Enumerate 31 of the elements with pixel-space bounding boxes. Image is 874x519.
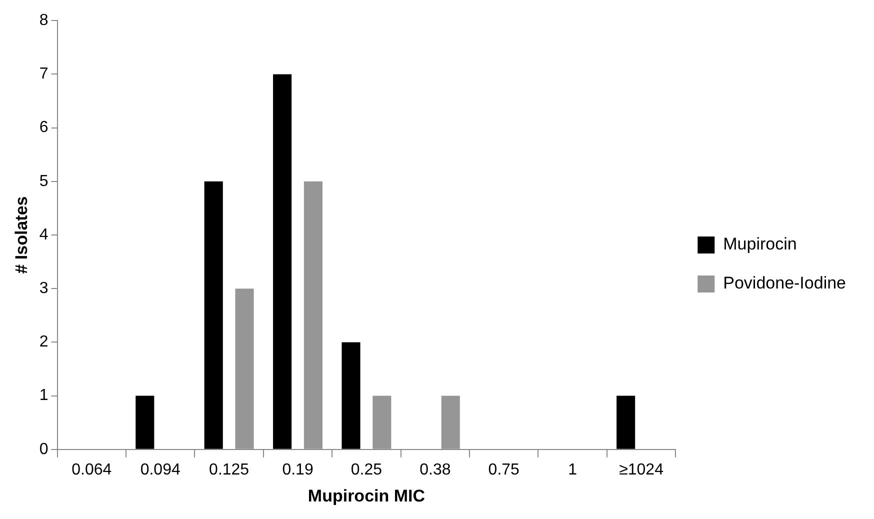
x-tick-label: 0.094: [140, 461, 180, 478]
x-tick-label: 0.75: [488, 461, 520, 478]
bar: [136, 396, 154, 449]
bar: [304, 181, 322, 449]
y-tick-label: 0: [39, 440, 48, 458]
legend-label: Povidone-Iodine: [723, 274, 846, 293]
x-tick-label: 0.38: [420, 461, 451, 478]
y-tick-label: 7: [39, 66, 48, 83]
x-tick-label: 0.125: [209, 461, 250, 478]
y-tick-label: 5: [39, 172, 48, 190]
x-tick-label: 0.19: [282, 461, 314, 478]
x-tick-label: ≥1024: [619, 461, 664, 478]
y-axis-title: # Isolates: [12, 196, 31, 274]
y-tick-label: 2: [39, 334, 48, 351]
bar: [441, 396, 460, 449]
x-tick-label: 0.064: [72, 461, 112, 478]
legend-label: Mupirocin: [723, 234, 797, 254]
x-axis-title: Mupirocin MIC: [308, 486, 426, 506]
y-tick-label: 6: [39, 119, 48, 136]
bar: [273, 74, 292, 449]
x-tick-label: 1: [568, 461, 578, 478]
x-tick-label: 0.25: [350, 461, 382, 478]
bar: [342, 342, 360, 449]
bar: [372, 396, 392, 449]
bar: [204, 181, 223, 449]
y-tick-label: 8: [39, 12, 48, 30]
y-tick-label: 4: [39, 226, 48, 244]
bar: [616, 396, 636, 449]
y-tick-label: 1: [39, 387, 48, 404]
y-tick-label: 3: [39, 280, 48, 298]
bar: [235, 288, 254, 449]
